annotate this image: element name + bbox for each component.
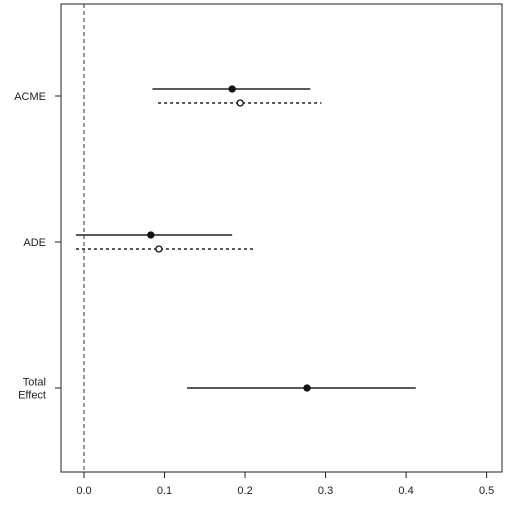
category-label-line: Effect [18, 390, 46, 402]
x-tick-label: 0.5 [479, 485, 494, 497]
x-tick-label: 0.3 [318, 485, 333, 497]
x-tick-label: 0.0 [76, 485, 91, 497]
y-axis: ACME ADE Total Effect [14, 91, 61, 402]
point-estimate [236, 99, 244, 107]
point-estimate [155, 245, 163, 253]
category-label: ACME [14, 91, 46, 103]
x-tick-label: 0.4 [398, 485, 413, 497]
category-label-line: ACME [14, 91, 46, 103]
x-tick-label: 0.2 [237, 485, 252, 497]
category-label: Total Effect [18, 377, 46, 402]
plot-frame [60, 3, 503, 473]
estimate-marks [75, 85, 416, 392]
category-label: ADE [23, 237, 46, 249]
point-estimate [303, 384, 311, 392]
category-label-line: ADE [23, 237, 46, 249]
x-tick-label: 0.1 [157, 485, 172, 497]
x-axis: 0.0 0.1 0.2 0.3 0.4 0.5 [76, 472, 494, 497]
point-estimate [228, 85, 236, 93]
point-estimate [147, 231, 155, 239]
category-label-line: Total [23, 377, 46, 389]
